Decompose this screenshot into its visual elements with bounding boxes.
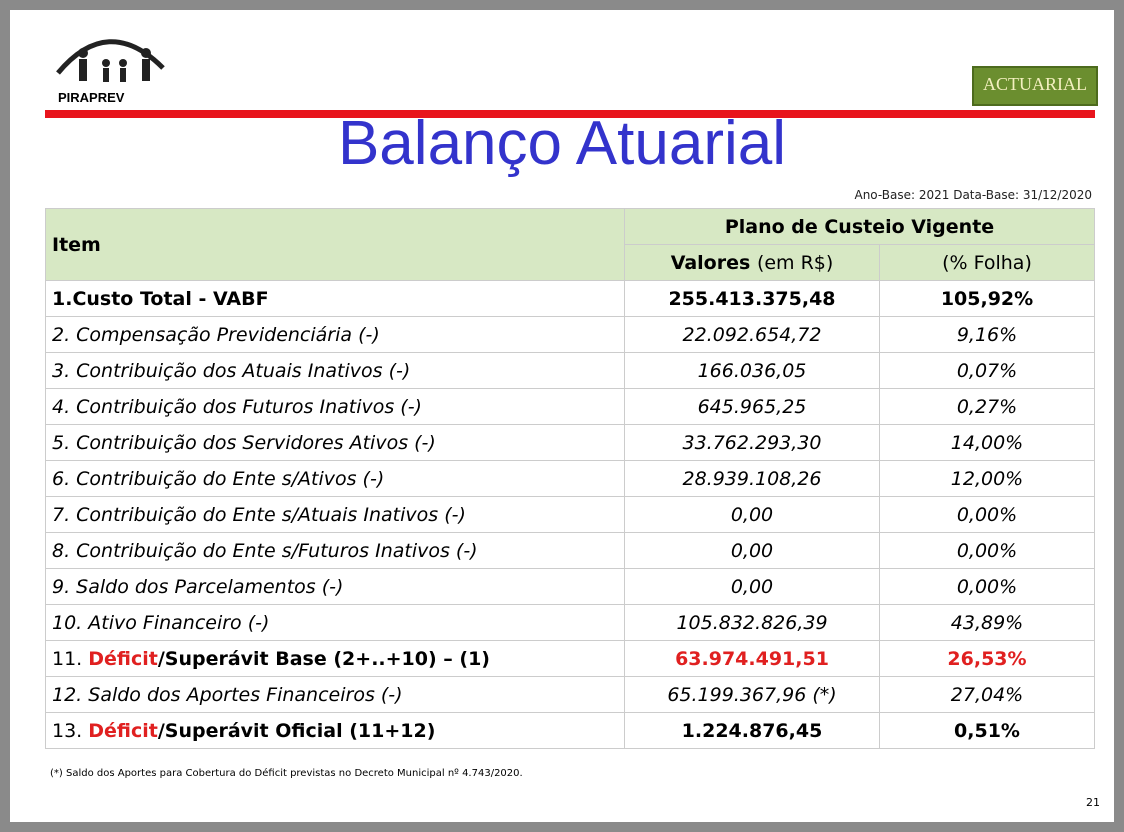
item-highlight: Déficit (88, 647, 158, 670)
logo-left: PIRAPREV (56, 39, 165, 105)
percent-cell: 12,00% (879, 460, 1095, 497)
table-row: 3. Contribuição dos Atuais Inativos (-) 1… (45, 352, 1095, 389)
item-cell: 1.Custo Total - VABF (45, 280, 625, 317)
header-row: Valores (em R$) (% Folha) (46, 244, 1095, 281)
percent-cell: 0,07% (879, 352, 1095, 389)
red-rule (45, 110, 1095, 118)
footnote: (*) Saldo dos Aportes para Cobertura do … (50, 768, 523, 779)
header-cell: Item (45, 208, 625, 281)
title: Balanço Atuarial (337, 109, 787, 178)
item-cell: 10. Ativo Financeiro (-) (45, 604, 625, 641)
item-cell: 2. Compensação Previdenciária (-) (45, 316, 625, 353)
value-cell: 63.974.491,51 (624, 640, 880, 677)
table-row: 8. Contribuição do Ente s/Futuros Inativ… (45, 532, 1095, 569)
item-highlight: Déficit (88, 719, 158, 742)
item-cell: 6. Contribuição do Ente s/Ativos (-) (45, 460, 625, 497)
table-row: 10. Ativo Financeiro (-) 105.832.826,39 43… (45, 604, 1095, 641)
item-cell: 3. Contribuição dos Atuais Inativos (-) (45, 352, 625, 389)
item-text: /Superávit Base (2+..+10) – (1) (157, 647, 490, 670)
value-cell: 33.762.293,30 (624, 424, 880, 461)
table-row: 6. Contribuição do Ente s/Ativos (-) 28.9… (45, 460, 1095, 497)
header-cell: (% Folha) (879, 244, 1095, 281)
table-row: 12. Saldo dos Aportes Financeiros (-) 65.… (45, 676, 1095, 713)
percent-cell: 14,00% (879, 424, 1095, 461)
value-cell: 255.413.375,48 (624, 280, 880, 317)
logo-text: PIRAPREV (58, 90, 125, 105)
percent-cell: 0,00% (879, 496, 1095, 533)
percent-cell: 27,04% (879, 676, 1095, 713)
page-number: 21 (1086, 796, 1100, 809)
percent-cell: 9,16% (879, 316, 1095, 353)
value-cell: 65.199.367,96 (*) (624, 676, 880, 713)
subtitle: Ano-Base: 2021 Data-Base: 31/12/2020 (854, 188, 1092, 202)
table: Item Plano de Custeio Vigente Valores (e… (45, 208, 1095, 749)
table-row: 11. Déficit/Superávit Base (2+..+10) – (1… (45, 640, 1095, 677)
header-text: Valores (670, 251, 751, 274)
item-cell: 7. Contribuição do Ente s/Atuais Inativo… (45, 496, 625, 533)
value-cell: 105.832.826,39 (624, 604, 880, 641)
percent-cell: 26,53% (879, 640, 1095, 677)
table-row: 9. Saldo dos Parcelamentos (-) 0,00 0,00% (45, 568, 1095, 605)
item-text: /Superávit Oficial (11+12) (157, 719, 436, 742)
percent-cell: 0,27% (879, 388, 1095, 425)
logo-text: ACTUARIAL (983, 74, 1087, 94)
slide: PIRAPREV ACTUARIAL Balanço Atuarial Ano-… (10, 10, 1114, 822)
item-cell: 8. Contribuição do Ente s/Futuros Inativ… (45, 532, 625, 569)
table-body: Item Plano de Custeio Vigente Valores (e… (45, 208, 1095, 749)
value-cell: 22.092.654,72 (624, 316, 880, 353)
header-cell: Valores (em R$) (624, 244, 880, 281)
percent-cell: 0,00% (879, 568, 1095, 605)
item-number: 13. (52, 719, 83, 742)
value-cell: 28.939.108,26 (624, 460, 880, 497)
value-cell: 1.224.876,45 (624, 712, 880, 749)
table-row: 13. Déficit/Superávit Oficial (11+12) 1.22… (45, 712, 1095, 749)
item-cell: 9. Saldo dos Parcelamentos (-) (45, 568, 625, 605)
percent-cell: 105,92% (879, 280, 1095, 317)
value-cell: 166.036,05 (624, 352, 880, 389)
item-cell: 4. Contribuição dos Futuros Inativos (-) (45, 388, 625, 425)
item-number: 11. (52, 647, 83, 670)
table-row: 7. Contribuição do Ente s/Atuais Inativo… (45, 496, 1095, 533)
value-cell: 0,00 (624, 568, 880, 605)
percent-cell: 0,51% (879, 712, 1095, 749)
table-row: 2. Compensação Previdenciária (-) 22.092.… (45, 316, 1095, 353)
percent-cell: 0,00% (879, 532, 1095, 569)
item-cell: 11. Déficit/Superávit Base (2+..+10) – (1… (45, 640, 625, 677)
header-text: (em R$) (756, 251, 834, 274)
logo-right: ACTUARIAL (972, 66, 1098, 106)
table-row: 1.Custo Total - VABF 255.413.375,48 105,92… (45, 280, 1095, 317)
table-row: 5. Contribuição dos Servidores Ativos (-… (45, 424, 1095, 461)
table-row: 4. Contribuição dos Futuros Inativos (-)… (45, 388, 1095, 425)
item-cell: 5. Contribuição dos Servidores Ativos (-… (45, 424, 625, 461)
value-cell: 645.965,25 (624, 388, 880, 425)
header-row: Item Plano de Custeio Vigente (45, 208, 1095, 281)
item-cell: 12. Saldo dos Aportes Financeiros (-) (45, 676, 625, 713)
value-cell: 0,00 (624, 496, 880, 533)
percent-cell: 43,89% (879, 604, 1095, 641)
value-cell: 0,00 (624, 532, 880, 569)
header-cell: Plano de Custeio Vigente (624, 208, 1095, 245)
item-cell: 13. Déficit/Superávit Oficial (11+12) (45, 712, 625, 749)
